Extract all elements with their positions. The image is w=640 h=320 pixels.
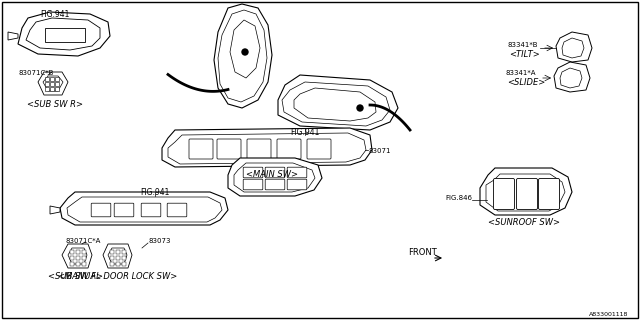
Bar — [50, 77, 54, 81]
Bar — [116, 262, 120, 266]
Polygon shape — [560, 68, 582, 88]
Polygon shape — [162, 128, 372, 167]
Bar — [70, 256, 74, 260]
Bar — [50, 82, 54, 86]
Bar — [55, 77, 59, 81]
FancyBboxPatch shape — [141, 203, 161, 217]
Bar — [70, 250, 74, 254]
Polygon shape — [62, 244, 92, 268]
FancyBboxPatch shape — [493, 179, 515, 210]
Text: A833001118: A833001118 — [589, 312, 628, 317]
Bar — [55, 82, 59, 86]
FancyBboxPatch shape — [189, 139, 213, 159]
Polygon shape — [554, 62, 590, 92]
Bar — [110, 250, 114, 254]
Text: <SUNROOF SW>: <SUNROOF SW> — [488, 218, 560, 227]
Text: 83071C*A: 83071C*A — [65, 238, 100, 244]
Bar — [45, 82, 49, 86]
Text: <MAIN SW>: <MAIN SW> — [246, 170, 298, 179]
Polygon shape — [230, 20, 260, 78]
Bar — [82, 262, 86, 266]
FancyBboxPatch shape — [243, 167, 263, 178]
Bar — [110, 256, 114, 260]
Text: 83073: 83073 — [148, 238, 170, 244]
FancyBboxPatch shape — [287, 167, 307, 178]
Text: FIG.846: FIG.846 — [445, 195, 472, 201]
Bar — [50, 87, 54, 91]
Polygon shape — [108, 248, 127, 264]
Text: 83071C*B: 83071C*B — [18, 70, 53, 76]
FancyBboxPatch shape — [243, 179, 263, 190]
Text: 83341*B: 83341*B — [507, 42, 538, 48]
FancyBboxPatch shape — [307, 139, 331, 159]
Polygon shape — [214, 4, 272, 108]
Text: <SUB SW R>: <SUB SW R> — [27, 100, 83, 109]
Text: FIG.941: FIG.941 — [40, 10, 70, 19]
FancyBboxPatch shape — [277, 139, 301, 159]
Polygon shape — [26, 18, 100, 50]
Circle shape — [242, 49, 248, 55]
Circle shape — [357, 105, 363, 111]
Bar — [122, 262, 126, 266]
Polygon shape — [67, 197, 222, 222]
Polygon shape — [228, 158, 322, 196]
Polygon shape — [278, 75, 398, 130]
Bar — [116, 250, 120, 254]
Polygon shape — [18, 12, 110, 56]
Polygon shape — [234, 163, 315, 192]
Polygon shape — [486, 174, 565, 211]
Text: FRONT: FRONT — [408, 248, 436, 257]
Bar — [122, 256, 126, 260]
Polygon shape — [480, 168, 572, 215]
Polygon shape — [218, 10, 267, 102]
Text: FIG.941: FIG.941 — [140, 188, 170, 197]
FancyBboxPatch shape — [265, 167, 285, 178]
Text: <MANUAL DOOR LOCK SW>: <MANUAL DOOR LOCK SW> — [58, 272, 178, 281]
Bar — [70, 262, 74, 266]
Bar — [82, 250, 86, 254]
Bar — [76, 250, 80, 254]
FancyBboxPatch shape — [92, 203, 111, 217]
FancyBboxPatch shape — [114, 203, 134, 217]
Polygon shape — [60, 192, 228, 225]
FancyBboxPatch shape — [247, 139, 271, 159]
Bar — [82, 256, 86, 260]
Text: <TILT>: <TILT> — [509, 50, 540, 59]
FancyBboxPatch shape — [217, 139, 241, 159]
FancyBboxPatch shape — [265, 179, 285, 190]
Text: 83341*A: 83341*A — [505, 70, 536, 76]
Polygon shape — [562, 38, 584, 58]
Polygon shape — [68, 248, 87, 264]
FancyBboxPatch shape — [167, 203, 187, 217]
Bar — [76, 256, 80, 260]
FancyBboxPatch shape — [287, 179, 307, 190]
Text: 83071: 83071 — [368, 148, 390, 154]
Bar — [45, 87, 49, 91]
Polygon shape — [8, 32, 18, 40]
Bar — [122, 250, 126, 254]
Polygon shape — [45, 28, 85, 42]
Bar — [110, 262, 114, 266]
FancyBboxPatch shape — [516, 179, 538, 210]
Text: <SLIDE>: <SLIDE> — [507, 78, 545, 87]
Polygon shape — [103, 244, 132, 268]
Polygon shape — [168, 133, 366, 164]
Polygon shape — [282, 82, 390, 126]
Bar — [76, 262, 80, 266]
Text: <SUB SW F>: <SUB SW F> — [47, 272, 102, 281]
Bar — [45, 77, 49, 81]
Polygon shape — [294, 88, 376, 121]
Polygon shape — [556, 32, 592, 62]
Polygon shape — [43, 76, 63, 91]
Text: FIG.941: FIG.941 — [291, 128, 320, 137]
FancyBboxPatch shape — [538, 179, 559, 210]
Polygon shape — [50, 206, 60, 214]
Polygon shape — [38, 72, 68, 95]
Bar — [55, 87, 59, 91]
Bar — [116, 256, 120, 260]
